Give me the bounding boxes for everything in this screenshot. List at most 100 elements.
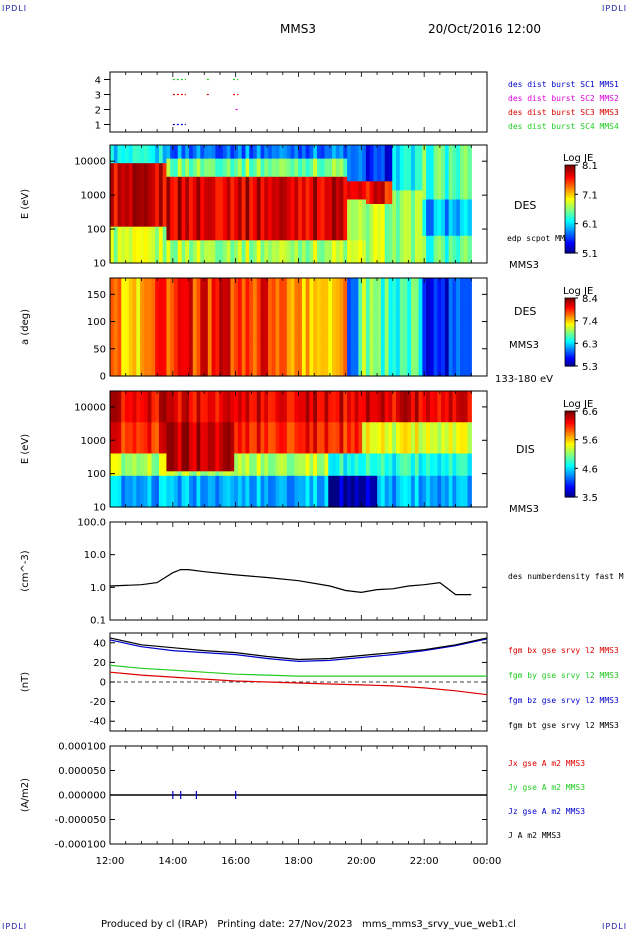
heatmap-cell bbox=[328, 289, 333, 294]
heatmap-cell bbox=[241, 364, 247, 370]
heatmap-cell bbox=[271, 190, 277, 196]
heatmap-cell bbox=[332, 360, 337, 366]
heatmap-cell bbox=[283, 349, 288, 354]
heatmap-cell bbox=[158, 208, 164, 214]
heatmap-cell bbox=[332, 357, 337, 362]
heatmap-cell bbox=[136, 208, 141, 214]
heatmap-cell bbox=[388, 204, 393, 210]
heatmap-cell bbox=[350, 311, 356, 317]
heatmap-cell bbox=[350, 244, 356, 250]
heatmap-cell bbox=[350, 167, 356, 173]
heatmap-cell bbox=[365, 217, 371, 223]
heatmap-cell bbox=[196, 349, 201, 354]
heatmap-cell bbox=[388, 145, 393, 151]
heatmap-cell bbox=[426, 334, 431, 339]
heatmap-cell bbox=[143, 304, 149, 309]
heatmap-cell bbox=[189, 231, 194, 237]
heatmap-cell bbox=[117, 364, 122, 370]
heatmap-cell bbox=[414, 311, 420, 317]
heatmap-cell bbox=[422, 349, 427, 354]
heatmap-cell bbox=[222, 158, 228, 164]
heatmap-cell bbox=[279, 345, 284, 351]
heatmap-cell bbox=[125, 172, 130, 178]
heatmap-cell bbox=[335, 235, 341, 241]
heatmap-cell bbox=[441, 181, 446, 187]
heatmap-cell bbox=[264, 334, 269, 339]
heatmap-cell bbox=[411, 327, 416, 332]
heatmap-cell bbox=[422, 357, 427, 362]
heatmap-cell bbox=[362, 204, 367, 210]
heatmap-cell bbox=[121, 327, 126, 332]
heatmap-cell bbox=[343, 163, 348, 169]
heatmap-cell bbox=[298, 327, 303, 332]
heatmap-cell bbox=[234, 319, 239, 324]
heatmap-cell bbox=[294, 353, 299, 358]
heatmap-cell bbox=[418, 278, 423, 283]
heatmap-cell bbox=[275, 278, 280, 283]
heatmap-cell bbox=[185, 149, 190, 155]
heatmap-cell bbox=[279, 311, 284, 317]
heatmap-cell bbox=[456, 240, 461, 246]
heatmap-cell bbox=[354, 235, 359, 241]
heatmap-cell bbox=[305, 368, 311, 373]
heatmap-cell bbox=[158, 349, 164, 354]
heatmap-cell bbox=[219, 334, 224, 339]
heatmap-cell bbox=[121, 300, 126, 305]
heatmap-cell bbox=[403, 172, 408, 178]
heatmap-cell bbox=[136, 181, 141, 187]
heatmap-cell bbox=[286, 231, 292, 237]
heatmap-cell bbox=[362, 217, 367, 223]
heatmap-cell bbox=[215, 204, 220, 210]
heatmap-cell bbox=[350, 181, 356, 187]
heatmap-cell bbox=[365, 304, 371, 309]
heatmap-cell bbox=[377, 163, 382, 169]
heatmap-cell bbox=[411, 222, 416, 228]
heatmap-cell bbox=[444, 158, 450, 164]
heatmap-cell bbox=[290, 235, 296, 241]
heatmap-cell bbox=[320, 194, 326, 201]
heatmap-cell bbox=[110, 285, 115, 290]
heatmap-cell bbox=[256, 311, 262, 317]
heatmap-cell bbox=[350, 240, 356, 246]
heatmap-cell bbox=[158, 319, 164, 324]
heatmap-cell bbox=[460, 190, 465, 196]
heatmap-cell bbox=[396, 342, 401, 347]
heatmap-cell bbox=[320, 231, 326, 237]
heatmap-cell bbox=[365, 285, 371, 290]
heatmap-cell bbox=[460, 163, 465, 169]
heatmap-cell bbox=[369, 213, 375, 219]
heatmap-cell bbox=[335, 278, 341, 283]
heatmap-cell bbox=[132, 249, 137, 255]
heatmap-cell bbox=[249, 199, 254, 205]
des-energy-ylabel: E (eV) bbox=[20, 189, 31, 219]
heatmap-cell bbox=[143, 353, 149, 358]
heatmap-cell bbox=[328, 194, 333, 201]
heatmap-cell bbox=[264, 353, 269, 358]
heatmap-cell bbox=[125, 289, 130, 294]
heatmap-cell bbox=[392, 176, 397, 182]
heatmap-cell bbox=[403, 353, 408, 358]
heatmap-cell bbox=[283, 190, 288, 196]
heatmap-cell bbox=[335, 176, 341, 182]
heatmap-cell bbox=[452, 226, 457, 232]
colorbar-segment bbox=[565, 228, 575, 232]
heatmap-cell bbox=[151, 357, 156, 362]
heatmap-cell bbox=[339, 172, 344, 178]
heatmap-cell bbox=[347, 217, 352, 223]
heatmap-cell bbox=[189, 364, 194, 370]
heatmap-cell bbox=[298, 330, 303, 336]
heatmap-cell bbox=[125, 308, 130, 313]
heatmap-cell bbox=[298, 149, 303, 155]
heatmap-cell bbox=[166, 172, 171, 178]
heatmap-cell bbox=[200, 240, 205, 246]
heatmap-cell bbox=[332, 304, 337, 309]
heatmap-cell bbox=[399, 204, 405, 210]
heatmap-cell bbox=[279, 338, 284, 343]
heatmap-cell bbox=[173, 304, 179, 309]
heatmap-cell bbox=[125, 304, 130, 309]
heatmap-cell bbox=[132, 338, 137, 343]
heatmap-cell bbox=[200, 296, 205, 302]
heatmap-cell bbox=[392, 285, 397, 290]
heatmap-cell bbox=[448, 154, 454, 160]
heatmap-cell bbox=[237, 293, 243, 298]
